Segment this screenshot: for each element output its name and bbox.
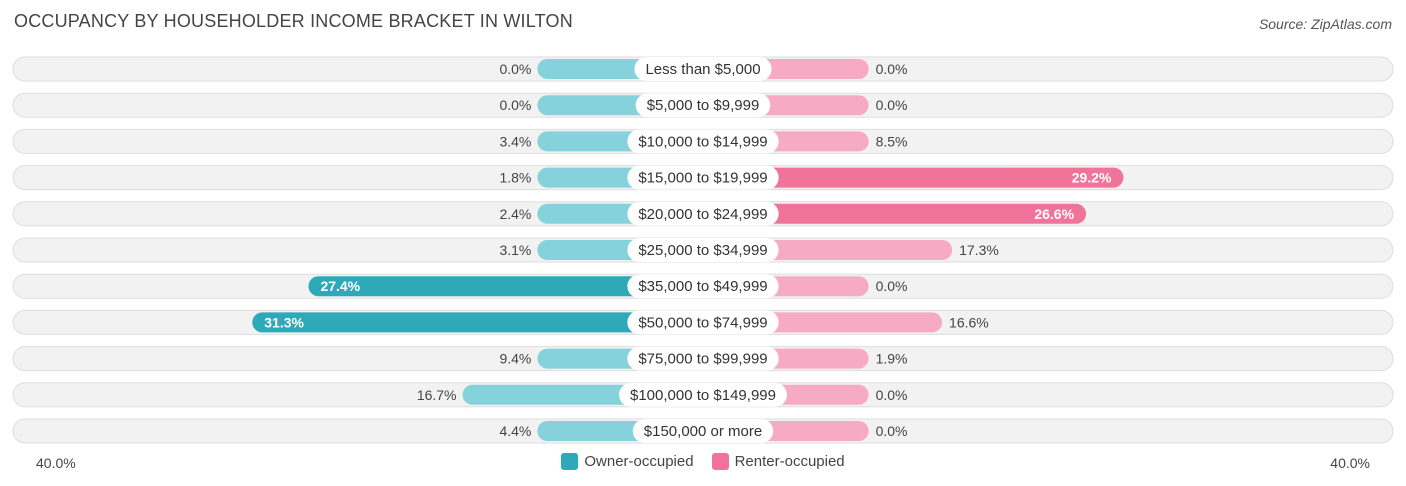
category-label: $75,000 to $99,999 <box>638 351 767 368</box>
bar-renter <box>703 167 1124 188</box>
value-label-owner: 27.4% <box>320 278 360 294</box>
category-pill <box>627 238 779 262</box>
category-pill <box>627 274 779 299</box>
category-label: $35,000 to $49,999 <box>638 278 767 295</box>
value-label-renter: 8.5% <box>876 133 908 149</box>
category-pill <box>635 93 771 118</box>
category-label: $25,000 to $34,999 <box>638 242 767 259</box>
category-pill <box>627 310 779 335</box>
value-label-owner: 0.0% <box>499 97 531 113</box>
bar-renter <box>703 203 1087 224</box>
category-label: $5,000 to $9,999 <box>647 97 760 114</box>
axis-label-left: 40.0% <box>36 455 76 471</box>
value-label-owner: 16.7% <box>417 387 457 403</box>
value-label-owner: 31.3% <box>264 314 304 330</box>
category-label: $10,000 to $14,999 <box>638 133 767 150</box>
value-label-renter: 0.0% <box>876 61 908 77</box>
legend-item-renter[interactable]: Renter-occupied <box>711 453 845 470</box>
bar-owner <box>308 276 703 297</box>
category-label: $15,000 to $19,999 <box>638 170 767 187</box>
value-label-renter: 26.6% <box>1034 206 1074 222</box>
legend-swatch-renter <box>711 453 729 470</box>
bar-owner <box>252 312 703 333</box>
category-pill <box>627 165 779 190</box>
legend-label-owner: Owner-occupied <box>584 453 694 470</box>
value-label-owner: 0.0% <box>499 61 531 77</box>
category-pill <box>634 57 772 81</box>
legend: Owner-occupied Renter-occupied <box>0 453 1406 470</box>
category-pill <box>619 382 787 407</box>
value-label-owner: 3.1% <box>499 242 531 258</box>
category-label: $50,000 to $74,999 <box>638 314 767 331</box>
category-label: Less than $5,000 <box>645 61 760 78</box>
chart-title: OCCUPANCY BY HOUSEHOLDER INCOME BRACKET … <box>14 11 573 31</box>
category-label: $150,000 or more <box>644 423 762 440</box>
category-label: $20,000 to $24,999 <box>638 206 767 223</box>
category-pill <box>627 201 779 226</box>
value-label-owner: 9.4% <box>499 351 531 367</box>
value-label-owner: 1.8% <box>499 170 531 186</box>
axis-label-right: 40.0% <box>1330 455 1370 471</box>
category-pill <box>627 346 779 371</box>
value-label-renter: 0.0% <box>876 278 908 294</box>
value-label-renter: 16.6% <box>949 314 989 330</box>
value-label-renter: 29.2% <box>1072 170 1112 186</box>
chart-source: Source: ZipAtlas.com <box>1258 16 1392 32</box>
category-pill <box>632 419 774 443</box>
value-label-renter: 1.9% <box>876 351 908 367</box>
value-label-renter: 0.0% <box>876 97 908 113</box>
value-label-owner: 3.4% <box>499 133 531 149</box>
value-label-renter: 0.0% <box>876 387 908 403</box>
legend-label-renter: Renter-occupied <box>734 453 845 470</box>
chart-canvas: 0.0% 0.0% Less than $5,000 0.0% 0.0% $5,000 t… <box>12 56 1394 444</box>
legend-item-owner[interactable]: Owner-occupied <box>561 453 694 470</box>
value-label-renter: 0.0% <box>876 423 908 439</box>
value-label-owner: 2.4% <box>499 206 531 222</box>
legend-swatch-owner <box>561 453 579 470</box>
value-label-renter: 17.3% <box>959 242 999 258</box>
category-pill <box>627 129 779 154</box>
value-label-owner: 4.4% <box>499 423 531 439</box>
category-label: $100,000 to $149,999 <box>630 387 776 404</box>
